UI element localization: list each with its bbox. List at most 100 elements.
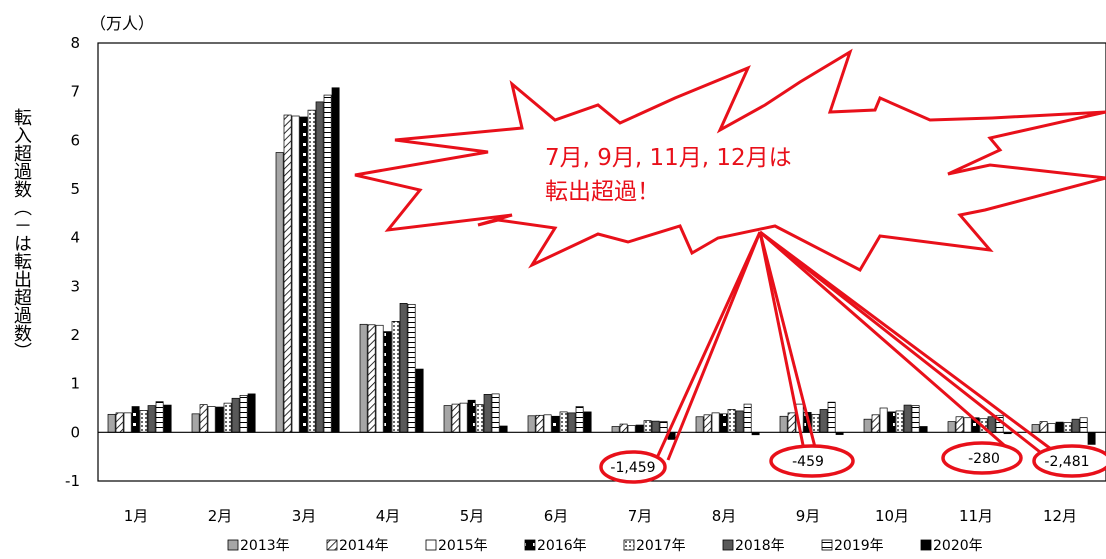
bar-2019年-6月 bbox=[575, 406, 584, 433]
bar-2013年-9月 bbox=[779, 415, 788, 433]
bar-2013年-2月 bbox=[191, 413, 200, 433]
bar-2013年-12月 bbox=[1031, 424, 1040, 433]
bar-2020年-4月 bbox=[415, 368, 424, 433]
bar-2018年-11月 bbox=[987, 416, 996, 433]
legend-label: 2020年 bbox=[933, 538, 983, 554]
legend-swatch bbox=[524, 539, 536, 551]
legend-swatch bbox=[821, 539, 833, 551]
bar-2015年-2月 bbox=[207, 406, 216, 433]
value-label-november: -280 bbox=[941, 441, 1023, 475]
bar-2013年-7月 bbox=[611, 426, 620, 433]
bar-2019年-3月 bbox=[323, 94, 332, 433]
bar-2019年-1月 bbox=[155, 401, 164, 433]
value-label-september: -459 bbox=[769, 444, 855, 478]
bar-2017年-2月 bbox=[223, 402, 232, 433]
x-tick-label: 1月 bbox=[124, 507, 149, 525]
bar-2019年-5月 bbox=[491, 393, 500, 433]
bar-2018年-9月 bbox=[819, 409, 828, 433]
legend-label: 2016年 bbox=[537, 538, 587, 554]
bar-2018年-2月 bbox=[231, 397, 240, 433]
bar-2016年-5月 bbox=[467, 399, 476, 433]
x-axis-labels: 1月 2月 3月 4月 5月 6月 7月 8月 9月 10月 11月 12月 bbox=[124, 507, 1077, 525]
bar-2019年-2月 bbox=[239, 394, 248, 433]
legend: 2013年 2014年 2015年 2016年 2017年 2018年 2019年 2020年 bbox=[227, 538, 983, 554]
bar-2013年-5月 bbox=[443, 405, 452, 433]
bar-2015年-10月 bbox=[879, 407, 888, 433]
bar-2014年-9月 bbox=[787, 412, 796, 433]
y-axis-title: 転入超過数（－は転出超過数） bbox=[11, 108, 32, 360]
y-tick-label: 8 bbox=[70, 34, 80, 52]
bar-2020年-6月 bbox=[583, 411, 592, 433]
value-label-september-text: -459 bbox=[792, 454, 824, 470]
bar-2017年-7月 bbox=[643, 420, 652, 433]
x-tick-label: 9月 bbox=[796, 507, 821, 525]
bar-2018年-5月 bbox=[483, 394, 492, 433]
callout-leader-lines bbox=[654, 230, 1056, 461]
bar-2017年-6月 bbox=[559, 411, 568, 433]
bar-2016年-12月 bbox=[1055, 421, 1064, 433]
callout-text-line1: 7月, 9月, 11月, 12月は bbox=[545, 145, 792, 171]
bar-2017年-3月 bbox=[307, 109, 316, 433]
bar-2019年-12月 bbox=[1079, 417, 1088, 433]
bar-2013年-4月 bbox=[359, 323, 368, 433]
bar-2013年-3月 bbox=[275, 152, 284, 433]
legend-swatch bbox=[227, 539, 239, 551]
x-tick-label: 2月 bbox=[208, 507, 233, 525]
bar-2020年-10月 bbox=[919, 426, 928, 433]
legend-label: 2015年 bbox=[438, 538, 488, 554]
x-tick-label: 4月 bbox=[376, 507, 401, 525]
bar-2014年-7月 bbox=[619, 423, 628, 433]
legend-swatch bbox=[722, 539, 734, 551]
bar-2016年-8月 bbox=[719, 413, 728, 433]
legend-label: 2018年 bbox=[735, 538, 785, 554]
bar-2018年-3月 bbox=[315, 101, 324, 433]
bar-2020年-5月 bbox=[499, 425, 508, 433]
y-tick-label: -1 bbox=[65, 472, 80, 490]
bar-2014年-12月 bbox=[1039, 421, 1048, 433]
bar-2013年-6月 bbox=[527, 415, 536, 433]
bar-2015年-7月 bbox=[627, 425, 636, 433]
bar-2019年-7月 bbox=[659, 421, 668, 433]
y-tick-label: 5 bbox=[70, 180, 80, 198]
bar-2013年-8月 bbox=[695, 416, 704, 433]
x-tick-label: 6月 bbox=[544, 507, 569, 525]
bar-2015年-1月 bbox=[123, 412, 132, 433]
bar-2018年-6月 bbox=[567, 412, 576, 433]
bar-2017年-5月 bbox=[475, 404, 484, 433]
bar-2016年-1月 bbox=[131, 406, 140, 433]
value-label-december: -2,481 bbox=[1032, 444, 1106, 478]
bar-2014年-6月 bbox=[535, 414, 544, 433]
bar-2017年-8月 bbox=[727, 409, 736, 433]
y-tick-label: 3 bbox=[70, 277, 80, 295]
bar-2019年-8月 bbox=[743, 403, 752, 433]
bar-2018年-12月 bbox=[1071, 418, 1080, 433]
bar-2015年-8月 bbox=[711, 412, 720, 433]
y-tick-label: 2 bbox=[70, 326, 80, 344]
bar-2014年-11月 bbox=[955, 416, 964, 433]
legend-label: 2017年 bbox=[636, 538, 686, 554]
bar-2014年-10月 bbox=[871, 414, 880, 433]
bar-2015年-4月 bbox=[375, 324, 384, 433]
bar-2016年-7月 bbox=[635, 424, 644, 433]
x-tick-label: 3月 bbox=[292, 507, 317, 525]
y-tick-label: 0 bbox=[70, 423, 80, 441]
legend-label: 2013年 bbox=[240, 538, 290, 554]
unit-label: （万人） bbox=[90, 14, 155, 33]
bar-2015年-5月 bbox=[459, 402, 468, 433]
value-label-december-text: -2,481 bbox=[1044, 454, 1089, 470]
callout-starburst bbox=[354, 48, 1106, 272]
bar-2015年-12月 bbox=[1047, 423, 1056, 433]
x-tick-label: 11月 bbox=[959, 507, 993, 525]
bar-2018年-10月 bbox=[903, 404, 912, 433]
bar-2016年-2月 bbox=[215, 406, 224, 433]
bar-2014年-2月 bbox=[199, 404, 208, 433]
y-tick-label: 6 bbox=[70, 131, 80, 149]
bar-2018年-8月 bbox=[735, 410, 744, 433]
callout-text-line2: 転出超過！ bbox=[545, 179, 660, 205]
bar-2013年-1月 bbox=[107, 413, 116, 433]
bar-2019年-4月 bbox=[407, 303, 416, 433]
bar-2013年-11月 bbox=[947, 421, 956, 433]
bar-2014年-3月 bbox=[283, 114, 292, 433]
bar-2017年-12月 bbox=[1063, 422, 1072, 433]
